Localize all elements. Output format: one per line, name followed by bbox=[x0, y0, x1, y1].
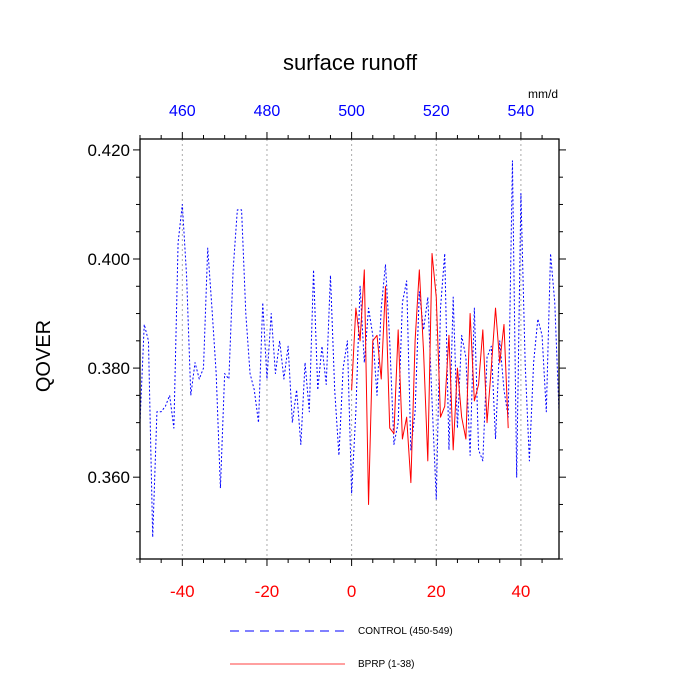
y-tick-labels: 0.360 0.380 0.400 0.420 bbox=[87, 141, 130, 487]
x-tick-label-bottom: 20 bbox=[427, 582, 446, 601]
gridlines bbox=[181, 139, 522, 559]
series-control-line bbox=[139, 160, 560, 538]
y-tick-label: 0.400 bbox=[87, 250, 130, 269]
units-label: mm/d bbox=[528, 87, 558, 101]
series-bprp-line bbox=[351, 253, 509, 505]
x-tick-label-bottom: -40 bbox=[170, 582, 195, 601]
y-tick-label: 0.420 bbox=[87, 141, 130, 160]
tick-marks bbox=[133, 132, 566, 566]
y-axis-label: QOVER bbox=[33, 320, 55, 392]
x-tick-label-top: 480 bbox=[254, 103, 281, 120]
x-tick-label-bottom: 0 bbox=[347, 582, 356, 601]
y-tick-label: 0.380 bbox=[87, 359, 130, 378]
x-tick-label-top: 520 bbox=[423, 103, 450, 120]
legend: CONTROL (450-549) BPRP (1-38) bbox=[230, 626, 453, 670]
x-tick-label-top: 460 bbox=[169, 103, 196, 120]
x-tick-labels-bottom: -40 -20 0 20 40 bbox=[170, 582, 530, 601]
series-lines bbox=[139, 160, 560, 538]
legend-bprp-label: BPRP (1-38) bbox=[358, 659, 415, 670]
x-tick-label-top: 500 bbox=[338, 103, 365, 120]
plot-frame bbox=[139, 138, 560, 560]
chart-title: surface runoff bbox=[283, 50, 418, 75]
legend-control-label: CONTROL (450-549) bbox=[358, 626, 453, 637]
x-tick-labels-top: 460 480 500 520 540 bbox=[169, 103, 534, 120]
x-tick-label-bottom: -20 bbox=[255, 582, 280, 601]
y-tick-label: 0.360 bbox=[87, 468, 130, 487]
plot-border bbox=[139, 138, 560, 560]
x-tick-label-bottom: 40 bbox=[511, 582, 530, 601]
x-tick-label-top: 540 bbox=[508, 103, 535, 120]
